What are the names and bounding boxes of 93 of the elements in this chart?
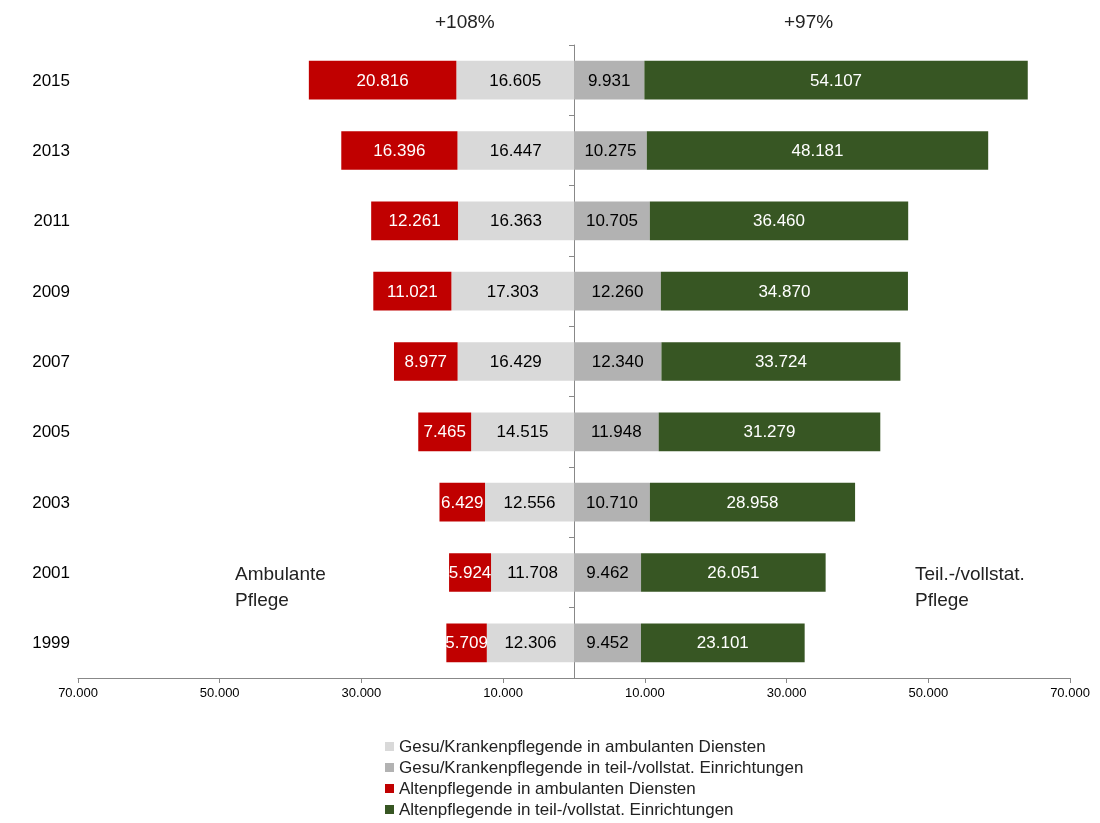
x-tick-label: 10.000: [624, 685, 665, 700]
bar: [660, 271, 908, 311]
text: +97%: [784, 10, 834, 32]
data-label: 54.107: [810, 70, 863, 90]
data-label: 16.605: [489, 70, 542, 90]
bar: [457, 131, 574, 170]
y-tick-label: 2001: [32, 563, 70, 582]
bar: [646, 131, 989, 170]
x-tick-label: 70.000: [58, 685, 98, 700]
legend-label: Altenpflegende in ambulanten Diensten: [399, 779, 696, 798]
x-tick-label: 30.000: [341, 685, 382, 700]
bar: [371, 201, 459, 241]
annotation: Teil.-/vollstat. Pflege: [915, 562, 1025, 610]
data-label: 9.931: [587, 70, 631, 90]
bar: [574, 201, 650, 241]
data-label: 11.708: [507, 563, 558, 582]
bar: [574, 342, 662, 381]
data-label: 11.948: [590, 422, 642, 442]
y-tick-label: 2003: [32, 492, 70, 512]
bar: [640, 623, 805, 663]
x-tick-label: 70.000: [1050, 685, 1090, 700]
data-label: 10.275: [584, 141, 637, 160]
bar: [574, 412, 659, 452]
data-label: 20.816: [356, 70, 409, 90]
bar: [649, 482, 856, 522]
data-label: 7.465: [423, 422, 466, 442]
data-label: 16.363: [490, 211, 543, 231]
legend-label: Gesu/Krankenpflegende in teil-/vollstat. Einrichtungen: [399, 758, 804, 777]
y-tick-label: 2009: [32, 281, 70, 301]
bar: [471, 412, 574, 452]
data-label: 36.460: [753, 211, 806, 231]
bar: [491, 553, 574, 592]
data-label: 12.306: [504, 633, 557, 653]
legend-label: Gesu/Krankenpflegende in ambulanten Diensten: [399, 737, 766, 756]
bar: [574, 623, 641, 663]
data-label: 14.515: [496, 422, 549, 442]
y-tick-label: 2013: [32, 141, 70, 160]
data-label: 28.958: [726, 492, 779, 512]
data-label: 12.261: [388, 211, 441, 231]
bar: [644, 60, 1028, 100]
data-label: 48.181: [791, 141, 844, 160]
y-tick-label: 2005: [32, 422, 70, 442]
data-label: 9.462: [586, 563, 629, 582]
annotation: Ambulante Pflege: [235, 562, 326, 610]
data-label: 16.447: [489, 141, 542, 160]
data-label: 6.429: [440, 492, 484, 512]
x-tick-label: 50.000: [908, 685, 949, 700]
y-tick-label: 1999: [32, 633, 70, 653]
data-label: 33.724: [754, 352, 807, 371]
y-tick-label: 2015: [32, 70, 70, 90]
bar: [485, 482, 574, 522]
data-label: 8.977: [404, 352, 448, 371]
bar: [661, 342, 901, 381]
bar: [456, 60, 574, 100]
bar: [649, 201, 909, 241]
data-label: 5.709: [445, 633, 488, 653]
data-label: 12.556: [503, 492, 556, 512]
data-label: 16.396: [373, 141, 426, 160]
data-label: 9.452: [586, 633, 629, 653]
data-label: 31.279: [743, 422, 796, 442]
bar: [574, 131, 647, 170]
bar: [451, 271, 574, 311]
bar: [574, 60, 645, 100]
legend-label: Altenpflegende in teil-/vollstat. Einrichtungen: [399, 800, 734, 819]
x-tick-label: 30.000: [766, 685, 807, 700]
bar: [574, 271, 661, 311]
y-tick-label: 2007: [32, 352, 70, 371]
x-tick-label: 50.000: [199, 685, 240, 700]
bar: [393, 342, 458, 381]
bar: [574, 553, 642, 592]
data-label: 11.021: [386, 281, 438, 301]
data-label: 10.705: [585, 211, 638, 231]
bar: [458, 201, 574, 241]
data-label: 23.101: [696, 633, 749, 653]
x-tick-label: 10.000: [483, 685, 524, 700]
data-label: 16.429: [489, 352, 542, 371]
bar: [641, 553, 826, 592]
bar: [341, 131, 458, 170]
data-label: 17.303: [486, 281, 539, 301]
data-label: 12.340: [591, 352, 644, 371]
bar: [486, 623, 574, 663]
bar: [373, 271, 452, 311]
text: +108%: [435, 10, 495, 32]
data-label: 12.260: [591, 281, 644, 301]
data-label: 5.924: [448, 563, 492, 582]
bar: [574, 482, 650, 522]
y-tick-label: 2011: [33, 211, 70, 231]
bar: [308, 60, 457, 100]
data-label: 34.870: [758, 281, 811, 301]
bar: [658, 412, 881, 452]
bar: [457, 342, 574, 381]
data-label: 10.710: [585, 492, 638, 512]
data-label: 26.051: [707, 563, 760, 582]
